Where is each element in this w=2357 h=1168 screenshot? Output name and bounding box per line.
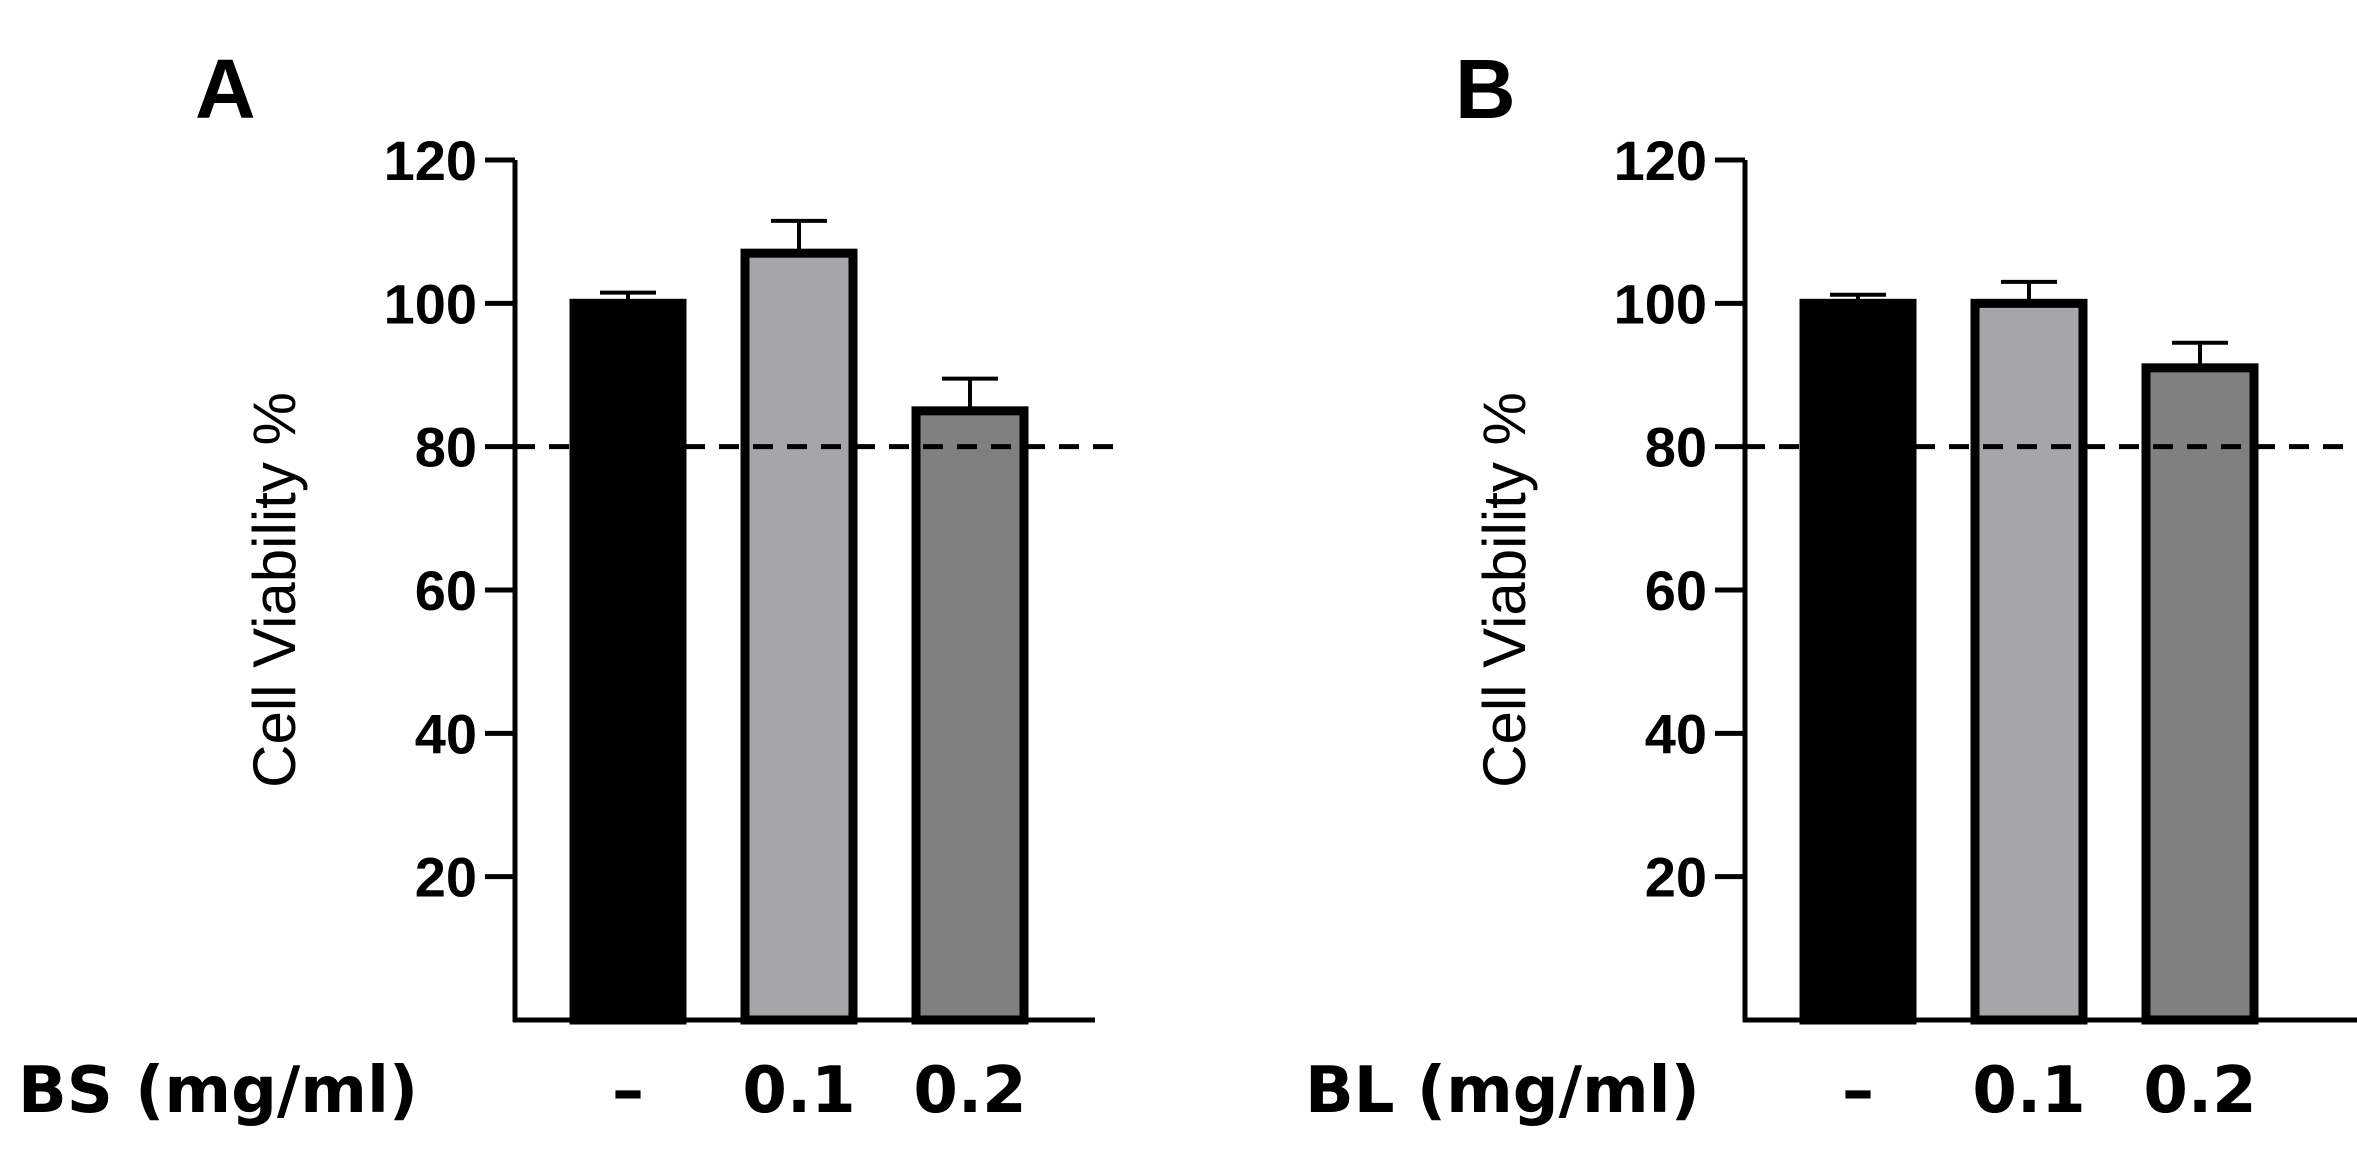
y-tick-label: 40 — [415, 702, 477, 765]
y-axis-title: Cell Viability % — [1471, 392, 1538, 788]
panel-a: A Cell Viability % 20 40 60 80 100 120 – 0.1 0.2 BS… — [18, 42, 1125, 1128]
category-label: – — [612, 1054, 644, 1128]
bar-0 — [569, 298, 687, 1025]
y-tick-label: 40 — [1645, 702, 1707, 765]
y-tick-label: 60 — [415, 559, 477, 622]
category-label: 0.1 — [742, 1054, 855, 1128]
y-tick-label: 100 — [1614, 272, 1707, 335]
x-axis-title: BL (mg/ml) — [1305, 1054, 1700, 1128]
y-tick-label: 120 — [384, 129, 477, 192]
y-tick-label: 80 — [1645, 416, 1707, 479]
bar-2 — [2141, 363, 2259, 1025]
bar-1 — [1970, 298, 2088, 1025]
bar-1 — [740, 248, 858, 1025]
category-label: 0.2 — [2143, 1054, 2256, 1128]
panel-b: B Cell Viability % 20 40 60 80 100 120 – 0.1 0.2 BL… — [1305, 42, 2357, 1128]
panel-letter: B — [1455, 42, 1516, 136]
x-axis-title: BS (mg/ml) — [18, 1054, 418, 1128]
panel-letter: A — [195, 42, 256, 136]
y-tick-label: 100 — [384, 272, 477, 335]
bar-0 — [1799, 298, 1917, 1025]
y-axis-title: Cell Viability % — [241, 392, 308, 788]
category-label: 0.2 — [913, 1054, 1026, 1128]
y-tick-label: 20 — [415, 846, 477, 909]
bar-2 — [911, 406, 1029, 1025]
y-tick-label: 20 — [1645, 846, 1707, 909]
category-label: – — [1842, 1054, 1874, 1128]
category-label: 0.1 — [1972, 1054, 2085, 1128]
y-tick-label: 80 — [415, 416, 477, 479]
y-tick-label: 120 — [1614, 129, 1707, 192]
y-tick-label: 60 — [1645, 559, 1707, 622]
